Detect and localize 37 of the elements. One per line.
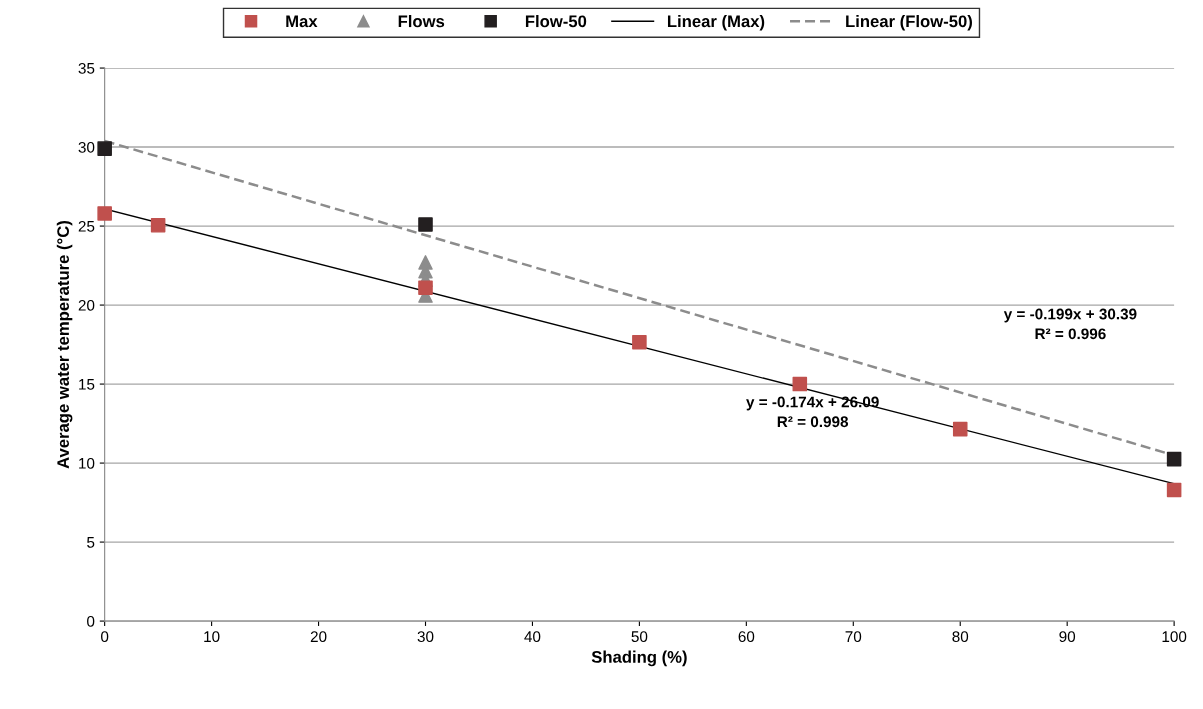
point	[97, 141, 112, 156]
x-tick-label: 90	[1059, 631, 1076, 643]
point	[418, 280, 433, 295]
point	[952, 421, 968, 437]
y-axis-title: Average water temperature (°C)	[56, 221, 73, 469]
x-tick-label: 70	[845, 631, 862, 643]
point	[1166, 482, 1182, 498]
x-tick-label: 80	[952, 631, 969, 643]
x-axis-title: Shading (%)	[591, 650, 687, 667]
y-tick-label: 35	[78, 62, 95, 74]
x-tick-label: 20	[310, 631, 327, 643]
annotation: y = -0.199x + 30.39 R² = 0.996	[1003, 308, 1137, 340]
point	[97, 206, 112, 221]
legend-label: Flows	[398, 15, 445, 28]
point	[150, 217, 166, 233]
point	[418, 217, 433, 232]
x-tick-label: 100	[1162, 631, 1187, 643]
y-tick-label: 30	[78, 141, 95, 153]
legend-label: Linear (Flow-50)	[846, 15, 972, 31]
y-tick-label: 25	[78, 220, 95, 232]
legend-label: Flow-50	[525, 15, 587, 28]
point	[632, 334, 647, 350]
y-tick-label: 5	[87, 537, 95, 548]
x-tick-label: 50	[631, 631, 648, 643]
y-tick-label: 15	[79, 379, 95, 390]
y-tick-label: 0	[87, 615, 95, 627]
y-tick-label: 20	[78, 299, 95, 311]
x-tick-label: 40	[524, 631, 541, 643]
x-tick-label: 60	[738, 631, 755, 643]
point	[792, 376, 808, 392]
point	[1166, 451, 1182, 467]
y-tick-label: 10	[79, 457, 95, 469]
x-tick-label: 10	[204, 631, 220, 643]
x-tick-label: 0	[101, 631, 109, 643]
x-tick-label: 30	[417, 631, 434, 643]
legend-label: Linear (Max)	[667, 15, 765, 31]
legend-label: Max	[286, 15, 318, 28]
